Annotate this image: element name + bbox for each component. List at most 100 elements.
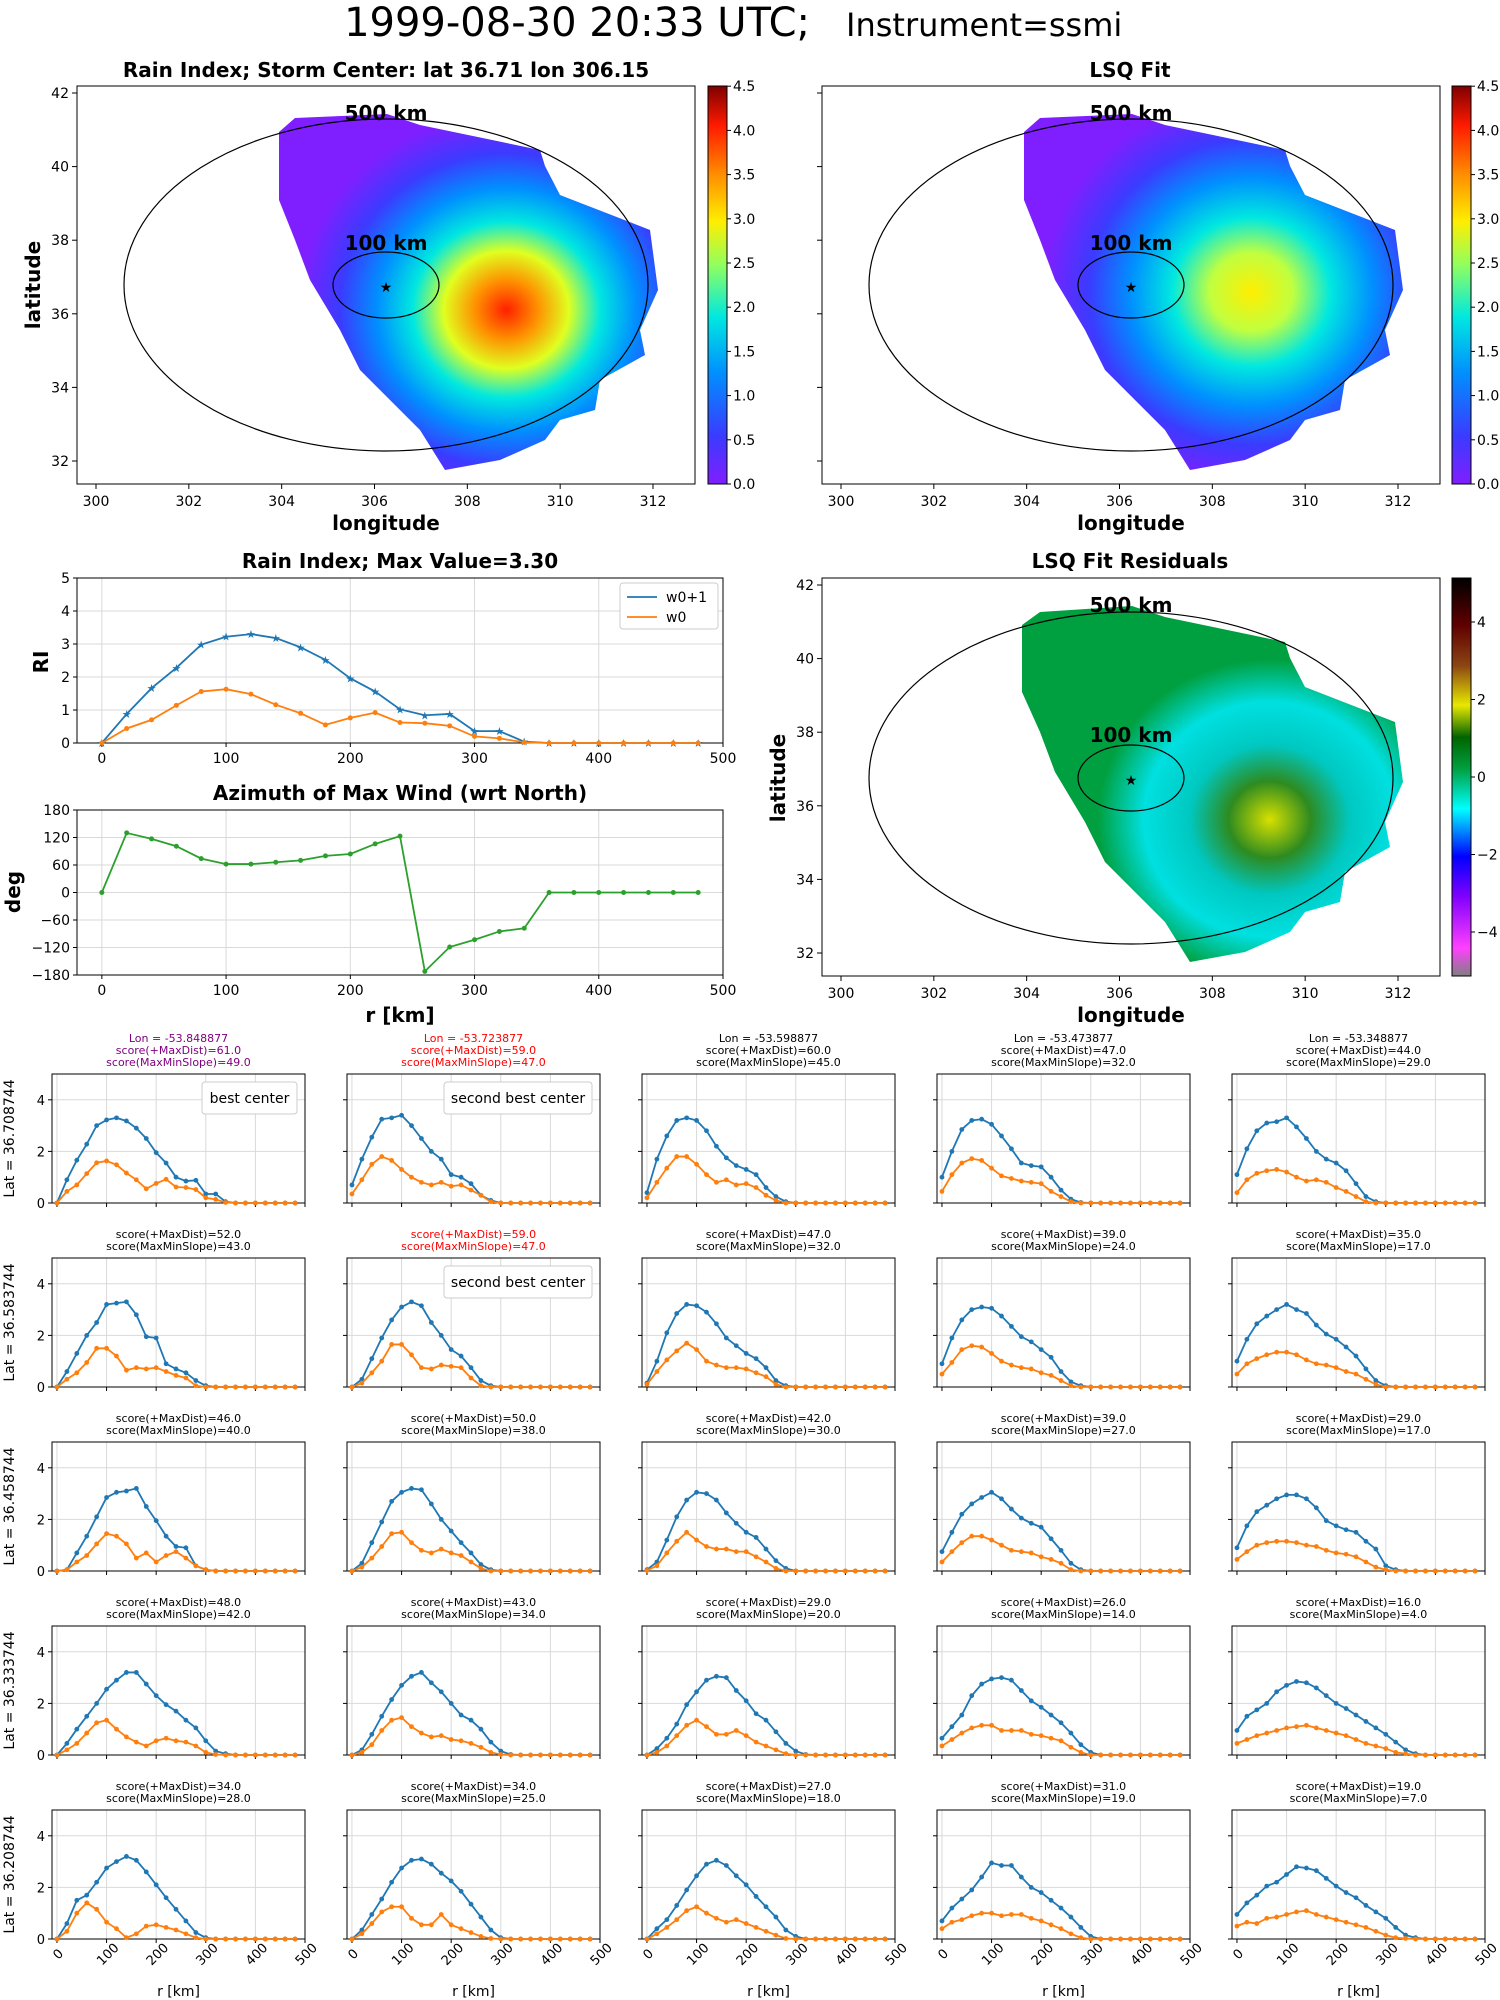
- data-point: [419, 1670, 424, 1675]
- candidate-panel-r1-c5: Lon = -53.348877score(+MaxDist)=44.0scor…: [1228, 1032, 1486, 1207]
- panel-score-maxminslope: score(MaxMinSlope)=25.0: [401, 1792, 546, 1805]
- data-point: [743, 1698, 749, 1704]
- candidate-panel-r3-c5: score(+MaxDist)=29.0score(MaxMinSlope)=1…: [1228, 1412, 1486, 1575]
- data-point: [763, 1374, 769, 1380]
- data-point: [84, 1360, 90, 1365]
- data-point: [1098, 1200, 1104, 1206]
- data-point: [163, 1553, 169, 1558]
- panel-legend-box: [443, 1081, 593, 1115]
- data-point: ★: [321, 654, 331, 667]
- data-point: [1254, 1892, 1260, 1898]
- data-point: [528, 1936, 533, 1942]
- data-point: ★: [345, 672, 355, 685]
- data-point: [684, 1340, 690, 1346]
- data-point: [939, 1743, 945, 1749]
- data-point: [1274, 1307, 1280, 1312]
- data-point: [969, 1887, 975, 1893]
- map-xtick-label: 312: [640, 494, 667, 510]
- data-point: [1234, 1740, 1240, 1746]
- data-point: [1038, 1524, 1044, 1530]
- data-point: [664, 1165, 670, 1171]
- data-point: [379, 1713, 385, 1719]
- data-point: [723, 1731, 729, 1737]
- data-point: [1009, 1728, 1014, 1733]
- data-point: ★: [296, 641, 306, 654]
- x-tick-label: 400: [1423, 1941, 1451, 1969]
- series-line: [646, 1342, 886, 1388]
- data-point: [173, 1738, 179, 1744]
- data-point: [347, 851, 353, 857]
- data-point: [468, 1901, 474, 1907]
- y-tick-label: 4: [37, 1278, 45, 1293]
- colorbar-tick-label: −4: [1477, 925, 1498, 941]
- data-point: [478, 1378, 484, 1383]
- data-point: [979, 1304, 985, 1310]
- data-point: [823, 1200, 828, 1206]
- candidate-panel-r1-c2: Lon = -53.723877score(+MaxDist)=59.0scor…: [343, 1032, 601, 1207]
- panel-score-maxminslope: score(MaxMinSlope)=34.0: [401, 1608, 546, 1621]
- map-xtick-label: 300: [828, 986, 855, 1002]
- panel-score-maxminslope: score(MaxMinSlope)=42.0: [106, 1608, 251, 1621]
- data-point: [959, 1896, 965, 1902]
- data-point: [1078, 1742, 1084, 1748]
- data-point: [54, 1200, 60, 1206]
- panel-score-maxminslope: score(MaxMinSlope)=19.0: [991, 1792, 1136, 1805]
- data-point: [714, 1143, 719, 1149]
- series-line: [351, 1487, 591, 1572]
- map-residuals-ring-100-label: 100 km: [1090, 723, 1173, 747]
- data-point: [1018, 1874, 1024, 1880]
- data-point: [1393, 1200, 1399, 1206]
- data-point: [74, 1182, 80, 1188]
- data-point: [654, 1156, 660, 1162]
- series-line: [101, 831, 699, 974]
- data-point: [949, 1529, 955, 1535]
- data-point: [1088, 1752, 1094, 1758]
- data-point: [1078, 1384, 1084, 1390]
- x-tick-label: 400: [585, 751, 612, 767]
- data-point: [694, 1717, 699, 1723]
- data-point: [359, 1560, 365, 1566]
- data-point: [1373, 1382, 1379, 1387]
- data-point: [723, 1546, 729, 1552]
- data-point: [587, 1936, 593, 1942]
- x-tick-label: 200: [1029, 1941, 1057, 1969]
- data-point: [1423, 1568, 1428, 1574]
- series-line: [101, 633, 699, 744]
- data-point: [1147, 1384, 1153, 1390]
- colorbar-tick-label: 2.5: [733, 256, 755, 272]
- data-point: [448, 1528, 454, 1534]
- data-point: [1244, 1336, 1250, 1342]
- data-point: [793, 1200, 799, 1206]
- data-point: [783, 1384, 789, 1390]
- data-point: [664, 1924, 670, 1930]
- candidate-panel-r4-c2: score(+MaxDist)=43.0score(MaxMinSlope)=3…: [343, 1596, 601, 1759]
- data-point: [714, 1179, 719, 1185]
- plot-frame: [641, 1809, 896, 1940]
- data-point: [488, 1568, 494, 1574]
- series-line: [56, 1487, 296, 1572]
- data-point: [803, 1200, 809, 1206]
- data-point: [743, 1549, 749, 1555]
- x-tick-label: 0: [97, 751, 106, 767]
- data-point: [54, 1936, 60, 1942]
- data-point: [1323, 1156, 1329, 1162]
- data-point: [979, 1344, 985, 1350]
- data-point: [1432, 1752, 1438, 1758]
- data-point: [262, 1568, 268, 1574]
- data-point: [94, 1345, 100, 1351]
- data-point: [1048, 1372, 1054, 1378]
- panel-score-maxminslope: score(MaxMinSlope)=7.0: [1290, 1792, 1428, 1805]
- data-point: [695, 740, 701, 746]
- data-point: [369, 1731, 375, 1737]
- data-point: [674, 1118, 680, 1123]
- panel-score-maxdist: score(+MaxDist)=46.0: [116, 1412, 241, 1425]
- data-point: [587, 1752, 593, 1758]
- data-point: [557, 1568, 563, 1574]
- data-point: [64, 1928, 70, 1934]
- x-tick-label: 200: [439, 1941, 467, 1969]
- chart-rain-index-title: Rain Index; Max Value=3.30: [242, 549, 558, 573]
- plot-frame: [936, 1625, 1191, 1756]
- colorbar-tick-label: 4.0: [1477, 123, 1499, 139]
- data-point: [1009, 1912, 1014, 1917]
- data-point: [1274, 1538, 1280, 1544]
